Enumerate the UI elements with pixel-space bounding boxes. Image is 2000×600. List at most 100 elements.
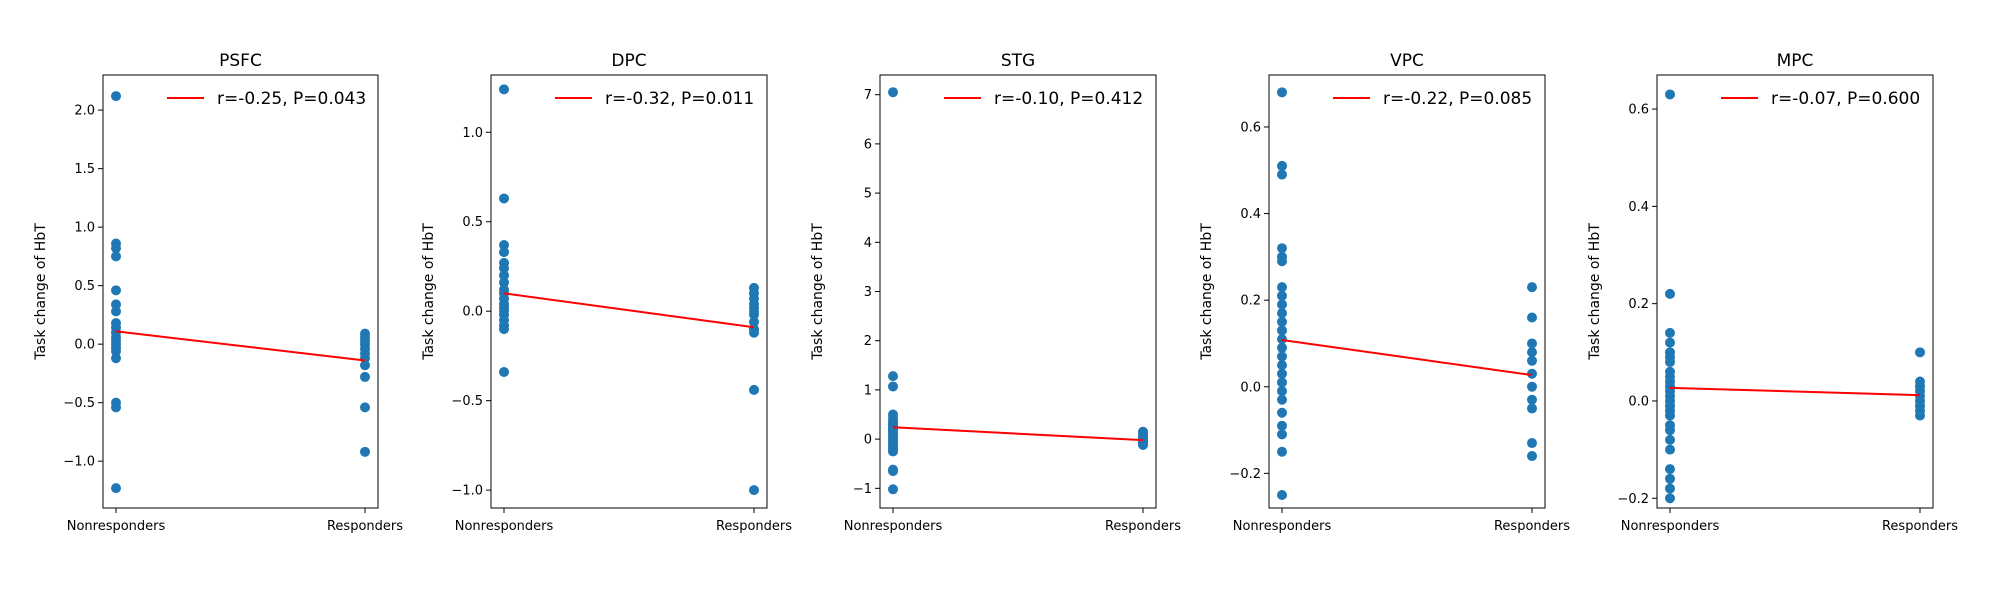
y-tick-label: −0.2 <box>1229 467 1261 482</box>
panel-title: DPC <box>611 51 646 71</box>
data-point <box>888 466 898 477</box>
data-point <box>1277 299 1287 310</box>
data-point <box>749 384 759 395</box>
data-point <box>1277 316 1287 327</box>
panel-stg: STG −1 0 1 2 3 4 5 6 7 Nonresponders Responders Task… <box>810 51 1181 534</box>
x-tick-label: Nonresponders <box>455 519 554 534</box>
y-tick-label: 1 <box>864 383 872 398</box>
x-tick-label: Nonresponders <box>1233 519 1332 534</box>
data-point <box>1665 288 1675 299</box>
data-point <box>1277 342 1287 353</box>
y-tick-label: 6 <box>864 137 872 152</box>
data-point <box>499 239 509 250</box>
panel-psfc: PSFC −1.0 −0.5 0.0 0.5 1.0 1.5 2.0 Nonresponders… <box>33 51 403 534</box>
legend-label: r=-0.25, P=0.043 <box>217 89 366 109</box>
data-point <box>1277 290 1287 301</box>
x-tick-label: Responders <box>1105 519 1181 534</box>
legend: r=-0.32, P=0.011 <box>555 89 754 109</box>
data-point <box>1527 282 1537 293</box>
y-tick-label: 1.0 <box>74 221 95 236</box>
data-point <box>1665 337 1675 348</box>
legend-label: r=-0.22, P=0.085 <box>1383 89 1532 109</box>
data-point <box>1277 360 1287 371</box>
data-point <box>888 87 898 98</box>
y-tick-label: −0.2 <box>1617 492 1649 507</box>
data-point <box>1277 386 1287 397</box>
data-point <box>111 346 121 357</box>
y-tick-label: 4 <box>864 236 872 251</box>
data-point <box>1277 160 1287 171</box>
data-point <box>1277 407 1287 418</box>
y-tick-label: −1.0 <box>451 484 483 499</box>
data-point <box>1277 490 1287 501</box>
fit-line <box>1281 339 1533 377</box>
data-point <box>360 446 370 457</box>
data-point <box>1665 327 1675 338</box>
x-tick-label: Responders <box>1882 519 1958 534</box>
data-point <box>111 402 121 413</box>
data-point <box>499 193 509 204</box>
plot-frame <box>1656 74 1934 509</box>
data-point <box>1527 338 1537 349</box>
y-axis-label: Task change of HbT <box>1199 223 1215 361</box>
y-tick-label: 0.2 <box>1628 297 1649 312</box>
y-tick-label: 0.5 <box>74 279 95 294</box>
y-axis-label: Task change of HbT <box>810 223 826 361</box>
data-point <box>1277 394 1287 405</box>
data-point <box>111 251 121 262</box>
data-point <box>111 299 121 310</box>
data-point <box>1277 420 1287 431</box>
y-tick-label: −1.0 <box>63 455 95 470</box>
data-point <box>1527 312 1537 323</box>
data-point <box>1527 347 1537 358</box>
data-point <box>1277 243 1287 254</box>
data-point <box>499 84 509 95</box>
fit-line <box>1669 386 1921 397</box>
y-tick-label: 5 <box>864 187 872 202</box>
panel-mpc: MPC −0.2 0.0 0.2 0.4 0.6 Nonresponders Responde… <box>1587 51 1958 534</box>
y-tick-label: 0.5 <box>462 215 483 230</box>
data-point <box>1665 434 1675 445</box>
data-point <box>749 327 759 338</box>
data-point <box>1527 438 1537 449</box>
data-point <box>111 353 121 364</box>
data-point <box>1665 493 1675 504</box>
data-point <box>1527 355 1537 366</box>
y-tick-label: 0.6 <box>1628 103 1649 118</box>
data-point <box>499 247 509 258</box>
data-point <box>1277 446 1287 457</box>
y-tick-label: 2 <box>864 334 872 349</box>
y-tick-label: 0.0 <box>1628 394 1649 409</box>
data-point <box>499 367 509 378</box>
plot-frame <box>879 74 1157 509</box>
data-point <box>1527 394 1537 405</box>
y-tick-label: 0.0 <box>1240 380 1261 395</box>
x-tick-label: Nonresponders <box>844 519 943 534</box>
x-tick-label: Responders <box>716 519 792 534</box>
data-point <box>1915 410 1925 421</box>
data-point <box>360 402 370 413</box>
data-point <box>1665 464 1675 475</box>
y-tick-label: 1.0 <box>462 126 483 141</box>
plot-frame <box>1268 74 1546 509</box>
data-point <box>1665 357 1675 368</box>
data-point <box>1665 483 1675 494</box>
plot-frame <box>102 74 379 509</box>
legend: r=-0.10, P=0.412 <box>944 89 1143 109</box>
data-point <box>1527 368 1537 379</box>
data-point <box>111 483 121 494</box>
data-point <box>1277 351 1287 362</box>
legend-label: r=-0.07, P=0.600 <box>1771 89 1920 109</box>
data-point <box>1527 403 1537 414</box>
y-tick-label: 0.0 <box>462 305 483 320</box>
data-point <box>111 306 121 317</box>
x-tick-label: Nonresponders <box>1621 519 1720 534</box>
data-point <box>499 270 509 281</box>
data-point <box>1665 425 1675 436</box>
data-point <box>749 485 759 496</box>
data-point <box>360 371 370 382</box>
y-tick-label: 3 <box>864 285 872 300</box>
y-tick-label: −0.5 <box>451 394 483 409</box>
data-point <box>1665 473 1675 484</box>
